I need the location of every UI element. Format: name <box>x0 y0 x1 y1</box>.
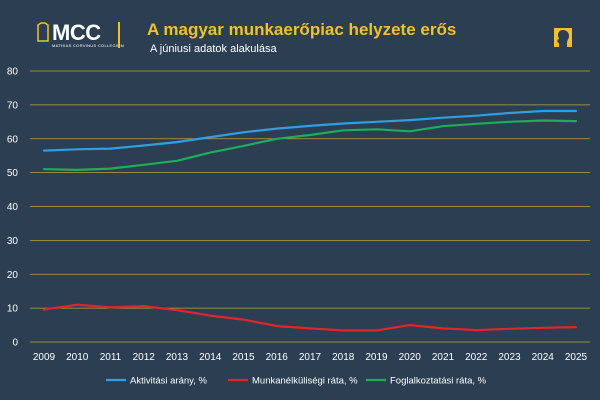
x-tick-label: 2018 <box>332 352 355 363</box>
legend-entry: Foglalkoztatási ráta, % <box>390 376 487 387</box>
x-tick-label: 2025 <box>565 352 588 363</box>
chart-subtitle: A júniusi adatok alakulása <box>150 43 277 55</box>
x-tick-label: 2024 <box>532 352 555 363</box>
x-tick-label: 2022 <box>465 352 488 363</box>
series-line-2 <box>42 303 578 332</box>
y-tick-label: 10 <box>7 304 19 315</box>
logo-divider <box>118 22 120 48</box>
x-tick-label: 2014 <box>199 352 222 363</box>
legend-entry: Aktivitási arány, % <box>130 376 207 387</box>
x-tick-label: 2012 <box>133 352 156 363</box>
chart-title: A magyar munkaerőpiac helyzete erős <box>147 20 457 39</box>
x-tick-label: 2021 <box>432 352 455 363</box>
y-tick-label: 30 <box>7 236 19 247</box>
x-tick-label: 2011 <box>100 352 122 363</box>
x-tick-label: 2016 <box>266 352 289 363</box>
x-tick-label: 2009 <box>33 352 56 363</box>
legend-entry: Munkanélküliségi ráta, % <box>252 376 358 387</box>
x-tick-label: 2010 <box>66 352 89 363</box>
y-tick-label: 0 <box>12 338 18 349</box>
x-tick-label: 2023 <box>498 352 521 363</box>
y-tick-label: 70 <box>7 100 19 111</box>
x-tick-label: 2017 <box>299 352 322 363</box>
x-tick-label: 2015 <box>232 352 255 363</box>
x-tick-label: 2019 <box>365 352 388 363</box>
y-tick-label: 40 <box>7 202 19 213</box>
bust-silhouette-icon <box>554 28 572 47</box>
y-tick-label: 50 <box>7 168 19 179</box>
x-tick-label: 2020 <box>399 352 422 363</box>
logo-subtext: MATHIAS CORVINUS COLLEGIUM <box>52 43 125 48</box>
y-tick-label: 60 <box>7 134 19 145</box>
series-line-1 <box>42 109 578 152</box>
mcc-logo-icon <box>37 22 49 42</box>
x-tick-label: 2013 <box>166 352 189 363</box>
logo-text: MCC <box>52 20 101 45</box>
series-line-3 <box>42 119 578 171</box>
y-tick-label: 20 <box>7 270 19 281</box>
y-tick-label: 80 <box>7 67 19 78</box>
